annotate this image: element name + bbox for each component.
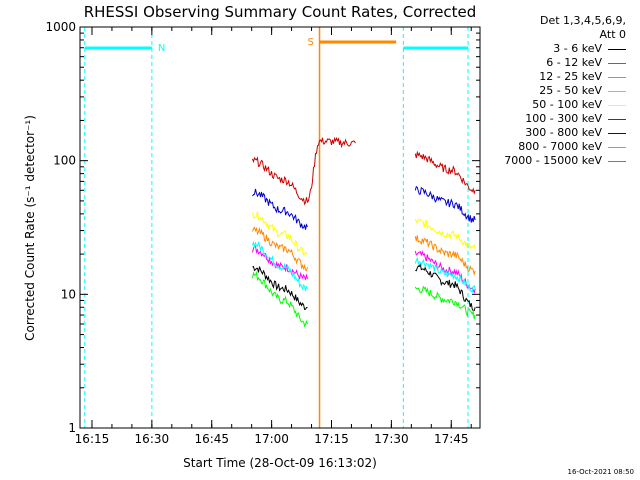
legend-header-line1: Det 1,3,4,5,6,9, — [539, 14, 626, 27]
legend-entry: 12 - 25 keV — [466, 70, 626, 84]
y-tick-label: 1 — [68, 421, 76, 435]
legend-swatch — [608, 48, 626, 50]
x-tick-label: 16:15 — [75, 432, 110, 446]
legend-label: 7000 - 15000 keV — [504, 154, 602, 167]
series-line — [252, 188, 308, 230]
x-tick-label: 17:30 — [374, 432, 409, 446]
legend-swatch — [608, 76, 626, 78]
legend-swatch — [608, 160, 626, 162]
legend-swatch — [608, 90, 626, 92]
series-line — [414, 218, 476, 250]
series-line — [414, 235, 476, 277]
night-marker: N — [158, 43, 165, 54]
legend-entry: 3 - 6 keV — [466, 42, 626, 56]
x-tick-label: 16:45 — [194, 432, 229, 446]
legend-swatch — [608, 132, 626, 134]
legend-swatch — [608, 146, 626, 148]
series-line — [414, 150, 476, 195]
legend-entry: 800 - 7000 keV — [466, 140, 626, 154]
series-line — [414, 250, 476, 295]
legend-label: 800 - 7000 keV — [518, 140, 602, 153]
x-tick-label: 16:30 — [135, 432, 170, 446]
legend-label: 6 - 12 keV — [546, 56, 602, 69]
axes-frame: 1 10 100 1000 16:15 16:30 16:45 17:00 17:15 17:30… — [45, 20, 481, 446]
timestamp: 16-Oct-2021 08:50 — [567, 468, 634, 476]
y-axis-label: Corrected Count Rate (s⁻¹ detector⁻¹) — [23, 115, 37, 341]
series-line — [252, 136, 356, 206]
x-tick-label: 17:00 — [254, 432, 289, 446]
legend: Det 1,3,4,5,6,9, Att 0 3 - 6 keV 6 - 12 k… — [466, 14, 626, 168]
legend-entry: 25 - 50 keV — [466, 84, 626, 98]
legend-entry: 50 - 100 keV — [466, 98, 626, 112]
legend-label: 12 - 25 keV — [539, 70, 602, 83]
series-line — [252, 270, 308, 328]
series-layer: NS — [84, 27, 476, 428]
series-line — [252, 240, 308, 291]
legend-label: 50 - 100 keV — [532, 98, 602, 111]
y-tick-label: 10 — [61, 287, 76, 301]
plot-frame — [79, 26, 481, 429]
chart-title: RHESSI Observing Summary Count Rates, Co… — [84, 3, 477, 21]
series-line — [414, 285, 476, 319]
legend-swatch — [608, 118, 626, 120]
y-tick-label: 100 — [53, 154, 76, 168]
legend-label: 300 - 800 keV — [525, 126, 602, 139]
y-tick-label: 1000 — [45, 20, 76, 34]
legend-label: 100 - 300 keV — [525, 112, 602, 125]
legend-entry: 300 - 800 keV — [466, 126, 626, 140]
legend-label: 25 - 50 keV — [539, 84, 602, 97]
x-axis-label: Start Time (28-Oct-09 16:13:02) — [183, 456, 377, 470]
legend-swatch — [608, 62, 626, 64]
series-line — [252, 226, 308, 272]
x-tick-label: 17:45 — [434, 432, 469, 446]
x-tick-label: 17:15 — [314, 432, 349, 446]
legend-label: 3 - 6 keV — [553, 42, 602, 55]
series-line — [414, 185, 476, 223]
series-line — [252, 265, 308, 311]
series-line — [252, 211, 308, 256]
legend-entry: 100 - 300 keV — [466, 112, 626, 126]
series-line — [252, 245, 308, 281]
legend-entry: 7000 - 15000 keV — [466, 154, 626, 168]
series-line — [414, 256, 476, 294]
legend-swatch — [608, 104, 626, 106]
legend-entry: 6 - 12 keV — [466, 56, 626, 70]
saa-marker: S — [308, 37, 314, 48]
legend-header-line2: Att 0 — [599, 28, 626, 41]
